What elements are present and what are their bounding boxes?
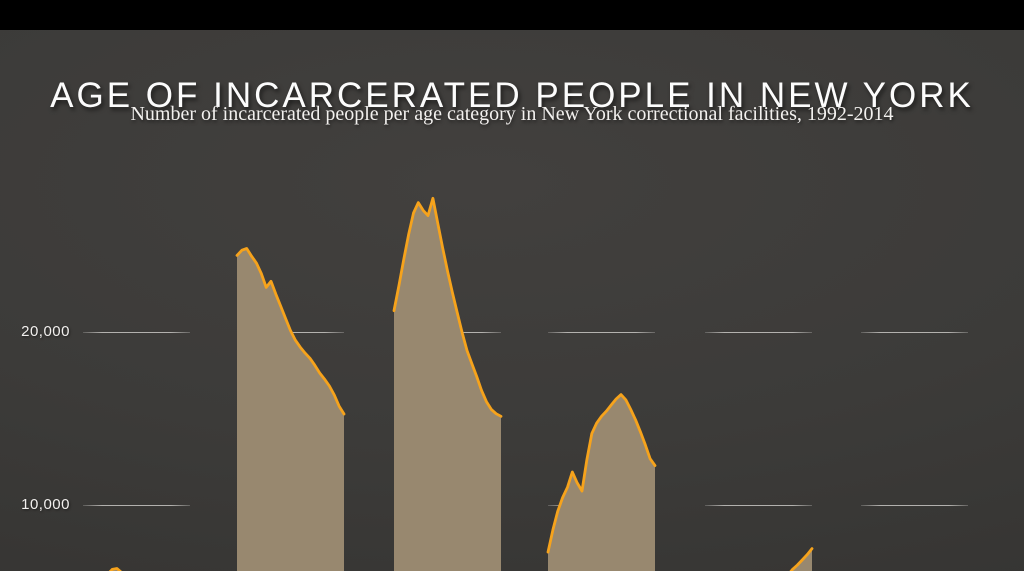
area-fill-category-3	[394, 198, 501, 571]
page-subtitle: Number of incarcerated people per age ca…	[130, 103, 894, 125]
gridline-segment-panel1-10000	[83, 505, 190, 506]
area-fill-category-2	[237, 248, 344, 571]
y-axis-label-20000: 20,000	[21, 323, 70, 340]
gridline-segment-panel6-10000	[861, 505, 968, 506]
area-fill-category-4	[548, 394, 655, 571]
area-fill-category-5	[791, 548, 812, 571]
area-line-category-3	[392, 196, 503, 418]
gridline-segment-panel4-20000	[548, 332, 655, 333]
area-line-category-5	[789, 547, 814, 571]
gridline-segment-panel5-20000	[705, 332, 812, 333]
page-title: AGE OF INCARCERATED PEOPLE IN NEW YORK	[50, 76, 974, 116]
gridline-segment-panel6-20000	[861, 332, 968, 333]
gridline-segment-panel5-10000	[705, 505, 812, 506]
top-black-bar	[0, 0, 1024, 30]
y-axis-label-10000: 10,000	[21, 496, 70, 513]
area-line-category-2	[235, 247, 346, 416]
area-line-category-4	[546, 393, 657, 554]
gridline-segment-panel1-20000	[83, 332, 190, 333]
